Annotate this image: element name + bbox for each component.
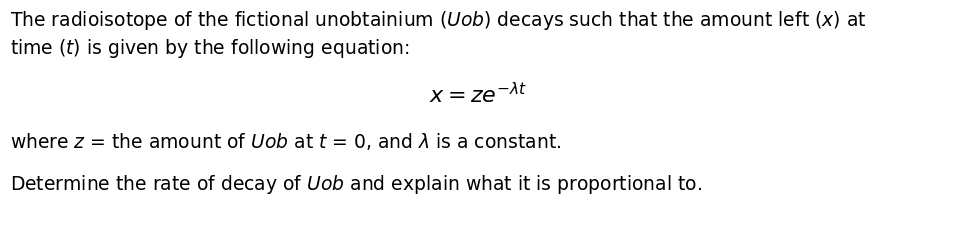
Text: time ($\mathit{t}$) is given by the following equation:: time ($\mathit{t}$) is given by the foll… (10, 37, 409, 60)
Text: Determine the rate of decay of $\mathit{Uob}$ and explain what it is proportiona: Determine the rate of decay of $\mathit{… (10, 173, 702, 196)
Text: $x = ze^{-\lambda t}$: $x = ze^{-\lambda t}$ (429, 82, 527, 107)
Text: The radioisotope of the fictional unobtainium ($\mathit{Uob}$) decays such that : The radioisotope of the fictional unobta… (10, 9, 866, 32)
Text: where $z$ = the amount of $\mathit{Uob}$ at $t$ = 0, and $\lambda$ is a constant: where $z$ = the amount of $\mathit{Uob}$… (10, 131, 561, 152)
